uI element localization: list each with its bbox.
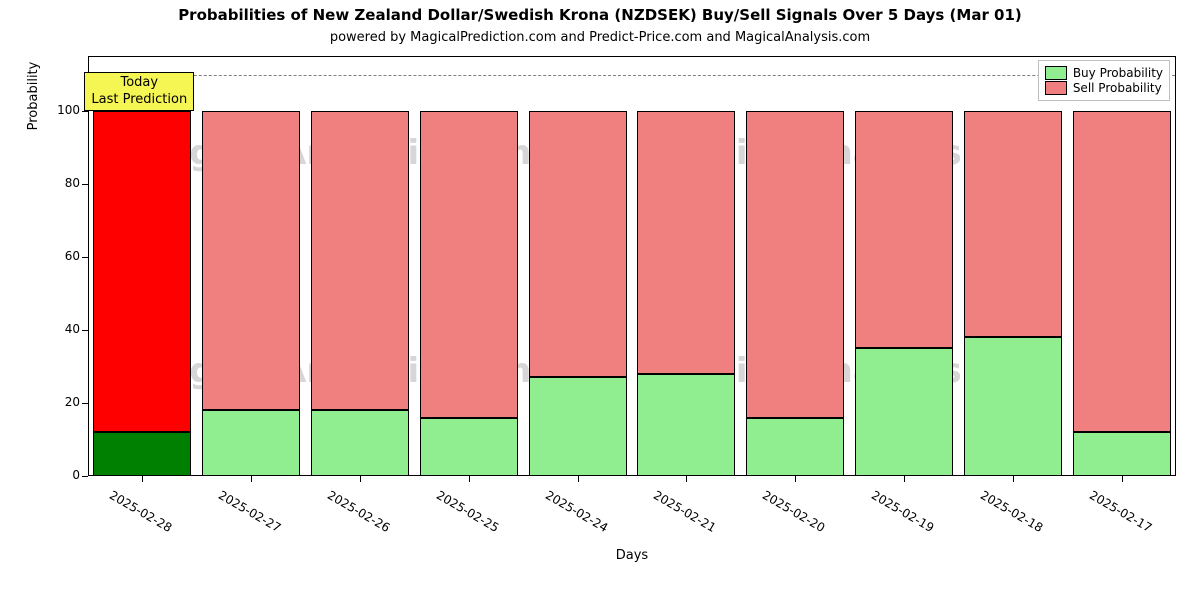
bar-sell (964, 111, 1062, 337)
chart-figure: Probabilities of New Zealand Dollar/Swed… (0, 0, 1200, 600)
x-tick-mark (1122, 476, 1123, 482)
chart-subtitle: powered by MagicalPrediction.com and Pre… (0, 30, 1200, 45)
legend-item: Buy Probability (1045, 66, 1163, 80)
y-tick-label: 40 (40, 322, 80, 336)
x-tick-mark (469, 476, 470, 482)
bar-buy (311, 410, 409, 476)
bar-sell (202, 111, 300, 410)
y-tick-label: 100 (40, 103, 80, 117)
today-annotation-line1: Today (91, 75, 187, 91)
x-tick-label: 2025-02-18 (978, 488, 1045, 535)
x-tick-label: 2025-02-17 (1087, 488, 1154, 535)
legend-swatch (1045, 81, 1067, 95)
bar-buy (93, 432, 191, 476)
y-tick-label: 60 (40, 249, 80, 263)
y-tick-mark (82, 330, 88, 331)
legend: Buy ProbabilitySell Probability (1038, 60, 1170, 101)
bar-buy (855, 348, 953, 476)
bar-buy (964, 337, 1062, 476)
y-tick-mark (82, 476, 88, 477)
y-tick-mark (82, 184, 88, 185)
y-tick-mark (82, 403, 88, 404)
bar-sell (311, 111, 409, 410)
x-tick-label: 2025-02-27 (216, 488, 283, 535)
legend-item: Sell Probability (1045, 81, 1163, 95)
x-tick-label: 2025-02-20 (760, 488, 827, 535)
y-tick-mark (82, 111, 88, 112)
bar-buy (1073, 432, 1171, 476)
x-tick-label: 2025-02-25 (434, 488, 501, 535)
x-tick-mark (578, 476, 579, 482)
bar-buy (637, 374, 735, 476)
legend-swatch (1045, 66, 1067, 80)
y-tick-mark (82, 257, 88, 258)
reference-line (89, 75, 1175, 76)
y-tick-label: 20 (40, 395, 80, 409)
bar-sell (1073, 111, 1171, 432)
y-axis-label: Probability (26, 0, 41, 306)
x-tick-mark (251, 476, 252, 482)
legend-label: Sell Probability (1073, 81, 1162, 95)
bar-buy (529, 377, 627, 476)
bar-sell (637, 111, 735, 374)
bar-buy (746, 418, 844, 476)
x-tick-label: 2025-02-19 (869, 488, 936, 535)
y-tick-label: 80 (40, 176, 80, 190)
bar-buy (202, 410, 300, 476)
bar-sell (529, 111, 627, 378)
chart-title: Probabilities of New Zealand Dollar/Swed… (0, 6, 1200, 24)
x-tick-label: 2025-02-24 (543, 488, 610, 535)
bar-sell (746, 111, 844, 418)
x-tick-mark (904, 476, 905, 482)
y-tick-label: 0 (40, 468, 80, 482)
bar-sell (420, 111, 518, 418)
x-tick-mark (795, 476, 796, 482)
x-axis-label: Days (88, 548, 1176, 563)
x-tick-mark (1013, 476, 1014, 482)
bar-sell (855, 111, 953, 348)
x-tick-label: 2025-02-28 (107, 488, 174, 535)
bar-sell (93, 111, 191, 432)
bar-buy (420, 418, 518, 476)
today-annotation: TodayLast Prediction (84, 72, 194, 111)
x-tick-mark (142, 476, 143, 482)
today-annotation-line2: Last Prediction (91, 92, 187, 108)
x-tick-label: 2025-02-21 (651, 488, 718, 535)
x-tick-label: 2025-02-26 (325, 488, 392, 535)
x-tick-mark (686, 476, 687, 482)
x-tick-mark (360, 476, 361, 482)
legend-label: Buy Probability (1073, 66, 1163, 80)
